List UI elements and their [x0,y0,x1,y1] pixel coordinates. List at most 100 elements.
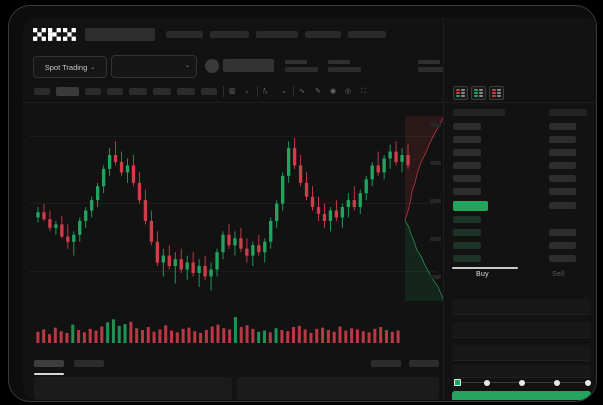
tab-buy[interactable]: Buy [476,271,489,278]
price-axis-tick-1 [430,123,441,127]
order-field-1[interactable] [452,299,591,315]
slider-step-4[interactable] [585,379,591,386]
bottom-tab-1[interactable] [34,360,64,367]
orderbook-bid-row-4[interactable] [453,255,481,262]
bottom-panel-right[interactable] [237,377,439,400]
bottom-tab-right-1[interactable] [371,360,401,367]
interval-button-3[interactable] [85,88,101,95]
interval-button-4[interactable] [107,88,123,95]
buy-sell-tabs: Buy Sell [444,265,596,287]
nav-item-4[interactable] [305,31,341,38]
alert-icon[interactable]: ◉ [330,88,337,95]
chevron-down-icon-indicator[interactable]: ⌄ [281,88,287,95]
indicator-icon[interactable]: 𝑓ₓ [263,88,268,95]
chevron-down-icon: ⌄ [90,64,96,71]
fullscreen-icon[interactable]: ⛶ [361,88,366,95]
slider-step-3[interactable] [554,379,560,386]
ticker-stat-2 [328,60,361,72]
interval-button-5[interactable] [129,88,147,95]
price-chart[interactable] [23,103,443,353]
magnet-icon[interactable]: ✎ [315,88,321,95]
orderbook-ask-size-1 [549,123,576,130]
orderbook-bid-row-1[interactable] [453,216,481,223]
bottom-panel-left[interactable] [34,377,232,400]
gridline-2 [29,203,437,204]
interval-button-1[interactable] [34,88,50,95]
wave-icon[interactable]: ∿ [299,88,305,95]
orderbook-ask-size-2 [549,136,576,143]
orderbook-col-header-left [453,109,505,116]
orderbook-bid-row-3[interactable] [453,242,481,249]
slider-step-1[interactable] [484,379,490,386]
order-field-3[interactable] [452,345,591,361]
nav-item-5[interactable] [348,31,386,38]
interval-button-2[interactable] [56,87,79,96]
tab-buy-label: Buy [476,271,489,278]
interval-button-7[interactable] [177,88,195,95]
submit-order-button[interactable] [452,391,591,400]
nav-item-1[interactable] [166,31,203,38]
chevron-down-icon-chart-type[interactable]: ⌄ [244,88,250,95]
orderbook-asks-icon[interactable] [489,86,504,100]
pair-name-placeholder [223,59,274,72]
depth-chart-overlay [403,112,443,307]
bottom-tab-right-2[interactable] [409,360,439,367]
price-axis-tick-5 [430,275,441,279]
orderbook-ask-row-2[interactable] [453,136,481,143]
spot-trading-dropdown[interactable]: Spot Trading ⌄ [33,56,107,78]
orderbook-ask-size-5 [549,175,576,182]
bottom-tab-active-underline [34,373,64,375]
orderbook-bid-size-4 [549,255,576,262]
toolbar-divider-1 [223,86,224,97]
orderbook-bid-row-2[interactable] [453,229,481,236]
orderbook-both-icon[interactable] [453,86,468,100]
spot-trading-label: Spot Trading [44,62,88,72]
orderbook-ask-row-1[interactable] [453,123,481,130]
price-axis-tick-3 [430,199,441,203]
app-screen: Spot Trading ⌄ ⌄ [23,17,596,400]
buy-tab-underline [452,267,518,269]
orderbook-ask-row-3[interactable] [453,149,481,156]
bottom-tab-bar [23,353,443,375]
candlestick-icon[interactable]: ▥ [229,88,236,95]
ticker-stat-3 [418,60,451,72]
settings-icon[interactable]: ◎ [345,88,352,95]
tab-sell-label: Sell [552,271,565,278]
orderbook-ask-row-6[interactable] [453,188,481,195]
orderbook-last-size [549,202,576,209]
bottom-tab-2[interactable] [74,360,104,367]
orderbook-ask-size-4 [549,162,576,169]
interval-button-8[interactable] [201,88,217,95]
interval-button-6[interactable] [153,88,171,95]
tab-sell[interactable]: Sell [552,271,565,278]
orderbook-bid-size-3 [549,242,576,249]
slider-step-2[interactable] [519,379,525,386]
toolbar-divider-3 [293,86,294,97]
order-panel: Buy Sell [443,17,596,400]
price-axis-tick-4 [430,237,441,241]
orderbook-ask-size-3 [549,149,576,156]
orderbook-ask-row-4[interactable] [453,162,481,169]
nav-item-3[interactable] [256,31,298,38]
device-bezel: Spot Trading ⌄ ⌄ [8,5,597,402]
pair-selector[interactable]: ⌄ [111,55,197,78]
gridline-3 [29,271,437,272]
orderbook-bids-icon[interactable] [471,86,486,100]
ticker-stat-1 [285,60,318,72]
order-field-2[interactable] [452,322,591,338]
okx-logo[interactable] [33,28,77,41]
amount-slider[interactable] [454,379,591,386]
order-field-4[interactable] [452,365,591,378]
orderbook-header [444,82,596,103]
pair-avatar [205,59,219,73]
orderbook-ask-row-5[interactable] [453,175,481,182]
submit-order-label [452,391,453,392]
nav-item-2[interactable] [210,31,249,38]
toolbar-divider-2 [257,86,258,97]
orderbook-bid-size-2 [549,229,576,236]
nav-search-field[interactable] [85,28,155,41]
slider-step-0[interactable] [454,379,461,386]
orderbook-last-price [453,201,488,211]
chevron-down-icon-pair: ⌄ [184,63,190,69]
